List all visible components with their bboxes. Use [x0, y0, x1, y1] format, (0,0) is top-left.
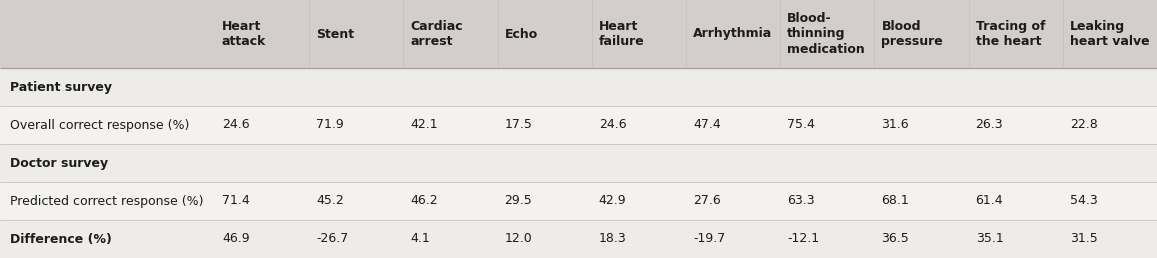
Text: 35.1: 35.1: [975, 232, 1003, 246]
Text: -19.7: -19.7: [693, 232, 725, 246]
Text: Blood-
thinning
medication: Blood- thinning medication: [787, 12, 865, 56]
Text: 46.9: 46.9: [222, 232, 250, 246]
Text: Stent: Stent: [316, 28, 354, 41]
Text: 17.5: 17.5: [504, 118, 532, 132]
Text: 46.2: 46.2: [411, 195, 439, 207]
Bar: [0, 106, 1157, 144]
Text: 24.6: 24.6: [599, 118, 626, 132]
Text: Tracing of
the heart: Tracing of the heart: [975, 20, 1045, 48]
Bar: [0, 68, 1157, 106]
Text: 12.0: 12.0: [504, 232, 532, 246]
Text: 71.4: 71.4: [222, 195, 250, 207]
Text: Leaking
heart valve: Leaking heart valve: [1070, 20, 1149, 48]
Text: 68.1: 68.1: [882, 195, 909, 207]
Text: Cardiac
arrest: Cardiac arrest: [411, 20, 463, 48]
Text: 4.1: 4.1: [411, 232, 430, 246]
Text: 22.8: 22.8: [1070, 118, 1098, 132]
Text: 26.3: 26.3: [975, 118, 1003, 132]
Text: Overall correct response (%): Overall correct response (%): [10, 118, 190, 132]
Text: Blood
pressure: Blood pressure: [882, 20, 943, 48]
Text: 54.3: 54.3: [1070, 195, 1098, 207]
Text: Difference (%): Difference (%): [10, 232, 112, 246]
Bar: [0, 182, 1157, 220]
Text: 31.6: 31.6: [882, 118, 909, 132]
Text: Predicted correct response (%): Predicted correct response (%): [10, 195, 204, 207]
Text: Patient survey: Patient survey: [10, 80, 112, 93]
Text: 42.9: 42.9: [599, 195, 626, 207]
Text: 36.5: 36.5: [882, 232, 909, 246]
Text: 71.9: 71.9: [316, 118, 344, 132]
Text: Heart
failure: Heart failure: [599, 20, 644, 48]
Bar: [0, 144, 1157, 182]
Text: 63.3: 63.3: [787, 195, 815, 207]
Text: Echo: Echo: [504, 28, 538, 41]
Text: 45.2: 45.2: [316, 195, 344, 207]
Text: 75.4: 75.4: [787, 118, 815, 132]
Text: -26.7: -26.7: [316, 232, 348, 246]
Text: 27.6: 27.6: [693, 195, 721, 207]
Text: 31.5: 31.5: [1070, 232, 1098, 246]
Text: 24.6: 24.6: [222, 118, 250, 132]
Text: -12.1: -12.1: [787, 232, 819, 246]
Text: 47.4: 47.4: [693, 118, 721, 132]
Text: 18.3: 18.3: [599, 232, 627, 246]
Text: 61.4: 61.4: [975, 195, 1003, 207]
Bar: [0, 220, 1157, 258]
Text: Arrhythmia: Arrhythmia: [693, 28, 772, 41]
Text: 42.1: 42.1: [411, 118, 439, 132]
Bar: [0, 0, 1157, 68]
Text: Doctor survey: Doctor survey: [10, 157, 108, 170]
Text: 29.5: 29.5: [504, 195, 532, 207]
Text: Heart
attack: Heart attack: [222, 20, 266, 48]
